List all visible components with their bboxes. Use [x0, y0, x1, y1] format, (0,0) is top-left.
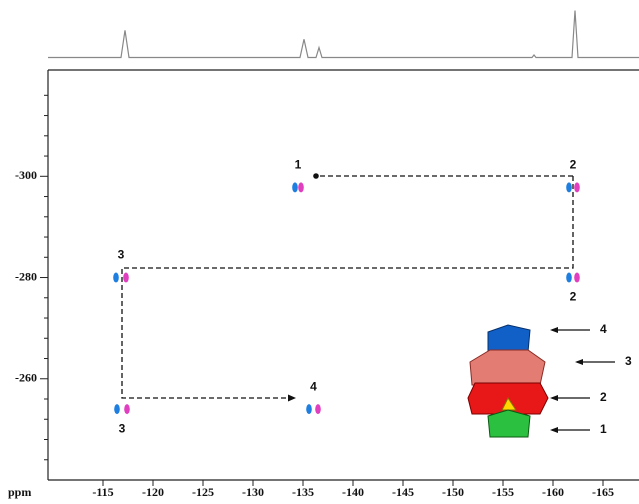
- y-tick-label: -280: [15, 269, 37, 283]
- peak-label: 1: [295, 158, 302, 172]
- inset-label: 3: [625, 354, 632, 368]
- y-tick-label: -260: [15, 371, 37, 385]
- peak: [114, 404, 120, 414]
- peak: [298, 182, 304, 192]
- peak: [574, 273, 580, 283]
- inset-label: 1: [600, 422, 607, 436]
- arrow-head: [288, 395, 296, 402]
- chart: 4 3 2 1 ppm -115 -120 -125 -130 -135 -140 -145…: [0, 0, 639, 504]
- x-tick-label: -155: [492, 485, 514, 499]
- inset-arrows: [552, 330, 615, 430]
- x-tick-label: -150: [442, 485, 464, 499]
- x-tick-label: -130: [242, 485, 264, 499]
- peak-label: 4: [310, 379, 317, 393]
- peak-label: 2: [570, 290, 577, 304]
- x-tick-label: -165: [592, 485, 614, 499]
- x-tick-label: -115: [92, 485, 113, 499]
- x-tick-label: -135: [292, 485, 314, 499]
- inset-label: 2: [600, 390, 607, 404]
- x-axis-unit: ppm: [8, 485, 31, 499]
- peak: [123, 273, 129, 283]
- x-tick-label: -160: [542, 485, 564, 499]
- peak-label: 2: [570, 158, 577, 172]
- peak: [113, 273, 119, 283]
- arrow-head: [313, 173, 319, 179]
- inset-arrow-heads: [550, 327, 583, 433]
- peak: [124, 404, 130, 414]
- peak-label: 3: [119, 421, 126, 435]
- inset-label: 4: [600, 322, 607, 336]
- x-tick-label: -140: [342, 485, 364, 499]
- y-tick-label: -300: [15, 168, 37, 182]
- peak: [566, 182, 572, 192]
- peak: [306, 404, 312, 414]
- projection-line: [48, 11, 639, 58]
- inset-structure: [468, 325, 548, 437]
- frame: [48, 70, 639, 480]
- x-tick-label: -145: [392, 485, 414, 499]
- peak-label: 3: [118, 248, 125, 262]
- peak: [292, 182, 298, 192]
- peak: [574, 182, 580, 192]
- peak: [566, 273, 572, 283]
- x-tick-label: -125: [192, 485, 214, 499]
- peak: [315, 404, 321, 414]
- x-tick-label: -120: [142, 485, 164, 499]
